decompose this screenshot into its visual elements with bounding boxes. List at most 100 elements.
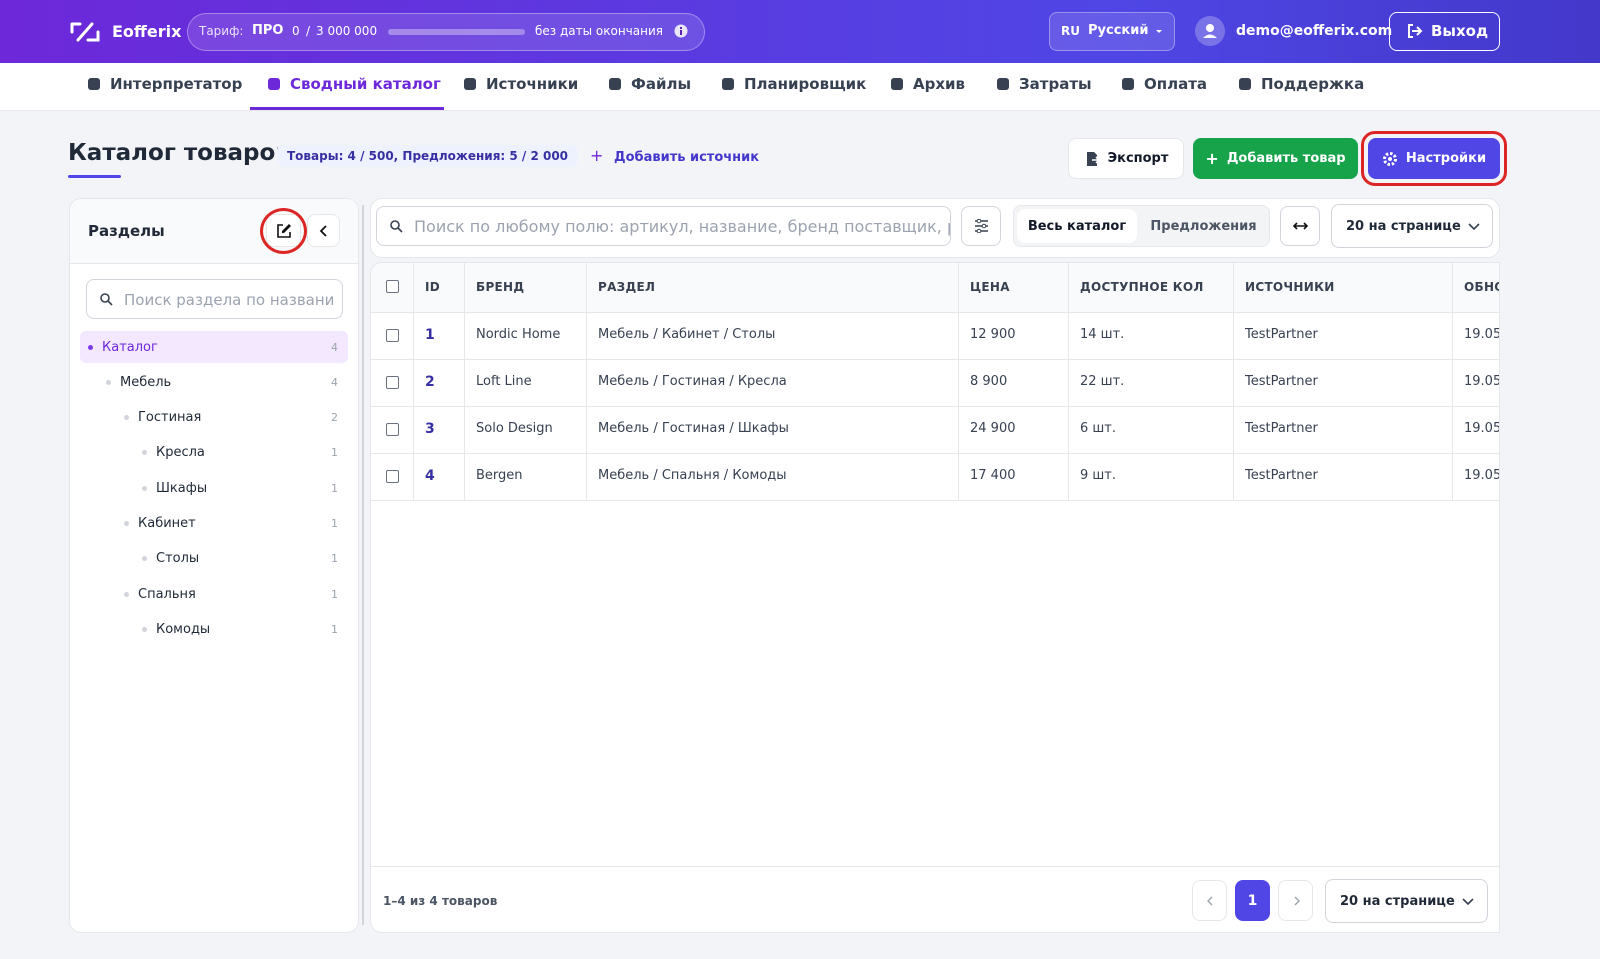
cell: TestPartner — [1245, 468, 1318, 483]
chevron-right — [1294, 896, 1300, 906]
usage-stats: Товары: 4 / 500, Предложения: 5 / 2 000 — [277, 145, 579, 167]
checkbox[interactable] — [386, 329, 399, 342]
column-divider — [586, 263, 587, 500]
view-option[interactable]: Предложения — [1141, 209, 1266, 243]
section-search[interactable]: Поиск раздела по названи — [86, 279, 343, 319]
nav-item[interactable]: Файлы — [607, 75, 691, 93]
column-header[interactable]: ИСТОЧНИКИ — [1245, 280, 1335, 294]
catalog-search[interactable]: Поиск по любому полю: артикул, название,… — [376, 206, 951, 246]
current-page[interactable]: 1 — [1235, 880, 1270, 921]
tree-label: Кабинет — [138, 516, 196, 531]
products-table: ID БРЕНД РАЗДЕЛ ЦЕНА ДОСТУПНОЕ КОЛ ИСТОЧНИКИ О… — [370, 262, 1500, 933]
nav-item[interactable]: Поддержка — [1237, 75, 1364, 93]
main-nav: Интерпретатор Сводный каталог Источники Фай… — [0, 63, 1600, 111]
nav-item[interactable]: Планировщик — [720, 75, 866, 93]
tree-node[interactable]: Кабинет 1 — [80, 508, 348, 540]
cell: 19.05 — [1464, 327, 1500, 342]
nav-item[interactable]: Интерпретатор — [86, 75, 242, 93]
column-header[interactable]: ДОСТУПНОЕ КОЛ — [1080, 280, 1204, 294]
width-toggle[interactable] — [1280, 206, 1320, 246]
tree-count: 4 — [331, 375, 338, 389]
chevron-down — [1468, 223, 1480, 231]
nav-item[interactable]: Затраты — [995, 75, 1092, 93]
chevron-left — [1207, 896, 1213, 906]
view-label: Весь каталог — [1027, 218, 1127, 234]
resize-handle[interactable] — [362, 205, 364, 925]
cell: 24 900 — [970, 421, 1016, 436]
product-id-link[interactable]: 1 — [425, 327, 435, 343]
cell: Nordic Home — [476, 327, 561, 342]
add-product-button[interactable]: + Добавить товар — [1193, 138, 1358, 179]
tree-label: Гостиная — [138, 410, 202, 426]
footer-divider — [371, 866, 1499, 867]
tree-node[interactable]: Спальня 1 — [80, 578, 348, 610]
plan-expiry: без даты окончания — [535, 24, 663, 38]
logo-icon — [70, 22, 100, 42]
tree-node[interactable]: Каталог 4 — [80, 331, 348, 363]
cell: TestPartner — [1245, 374, 1318, 389]
page-size-select[interactable]: 20 на странице — [1325, 879, 1488, 923]
nav-item[interactable]: Сводный каталог — [266, 75, 441, 93]
export-button[interactable]: Экспорт — [1068, 138, 1184, 179]
cell: 14 шт. — [1080, 327, 1125, 342]
tree-node[interactable]: Гостиная 2 — [80, 402, 348, 434]
nav-item[interactable]: Архив — [889, 75, 965, 93]
column-header[interactable]: ЦЕНА — [970, 280, 1010, 294]
column-header[interactable]: ОБНО — [1464, 280, 1499, 294]
row-divider — [371, 453, 1499, 454]
product-id-link[interactable]: 4 — [425, 468, 435, 484]
tree-node[interactable]: Шкафы 1 — [80, 472, 348, 504]
logout-icon — [1408, 24, 1423, 38]
tree-node[interactable]: Комоды 1 — [80, 613, 348, 645]
settings-button[interactable]: Настройки — [1368, 138, 1500, 179]
checkbox[interactable] — [386, 423, 399, 436]
plan-panel — [187, 13, 705, 51]
filter-button[interactable] — [961, 206, 1001, 246]
nav-item[interactable]: Оплата — [1120, 75, 1207, 93]
language-code: RU — [1061, 24, 1080, 38]
view-option-active[interactable]: Весь каталог — [1017, 209, 1137, 243]
tree-node[interactable]: Кресла 1 — [80, 437, 348, 469]
user-email[interactable]: demo@eofferix.com — [1236, 23, 1393, 39]
cell: Loft Line — [476, 374, 532, 389]
nav-icon — [1122, 78, 1134, 90]
highlight-ring — [260, 208, 307, 254]
logout-label: Выход — [1431, 22, 1489, 40]
column-header[interactable]: БРЕНД — [476, 280, 525, 294]
collapse-button[interactable] — [307, 214, 340, 247]
tree-node[interactable]: Мебель 4 — [80, 366, 348, 398]
cell: 6 шт. — [1080, 421, 1117, 436]
nav-label: Источники — [486, 75, 579, 93]
tree-node[interactable]: Столы 1 — [80, 543, 348, 575]
tree-bullet — [142, 485, 147, 491]
top-bar: Eofferix Тариф: ПРО 0 / 3 000 000 без да… — [0, 0, 1600, 63]
nav-item[interactable]: Источники — [462, 75, 578, 93]
product-id-link[interactable]: 2 — [425, 374, 435, 390]
add-source-link[interactable]: Добавить источник — [614, 150, 760, 165]
language-select[interactable] — [1049, 12, 1175, 51]
toolbar: Поиск по любому полю: артикул, название,… — [370, 198, 1500, 258]
info-icon[interactable] — [674, 24, 688, 38]
next-page[interactable] — [1278, 880, 1313, 921]
checkbox[interactable] — [386, 376, 399, 389]
prev-page[interactable] — [1192, 880, 1227, 921]
tree-count: 1 — [331, 622, 338, 636]
page-size-select[interactable]: 20 на странице — [1331, 204, 1493, 248]
user-avatar[interactable] — [1195, 16, 1225, 46]
logo-text[interactable]: Eofferix — [112, 22, 182, 41]
title-underline — [68, 175, 121, 178]
column-header[interactable]: РАЗДЕЛ — [598, 280, 656, 294]
page-number: 1 — [1247, 892, 1258, 909]
column-divider — [1233, 263, 1234, 500]
column-divider — [413, 263, 414, 500]
cell: Мебель / Кабинет / Столы — [598, 327, 776, 342]
row-divider — [371, 359, 1499, 360]
checkbox[interactable] — [386, 470, 399, 483]
tree-count: 1 — [331, 446, 338, 460]
cell: TestPartner — [1245, 421, 1318, 436]
column-header[interactable]: ID — [425, 280, 441, 294]
tree-label: Комоды — [156, 621, 211, 637]
checkbox[interactable] — [386, 280, 399, 293]
logout-button[interactable] — [1389, 12, 1500, 51]
product-id-link[interactable]: 3 — [425, 421, 435, 437]
